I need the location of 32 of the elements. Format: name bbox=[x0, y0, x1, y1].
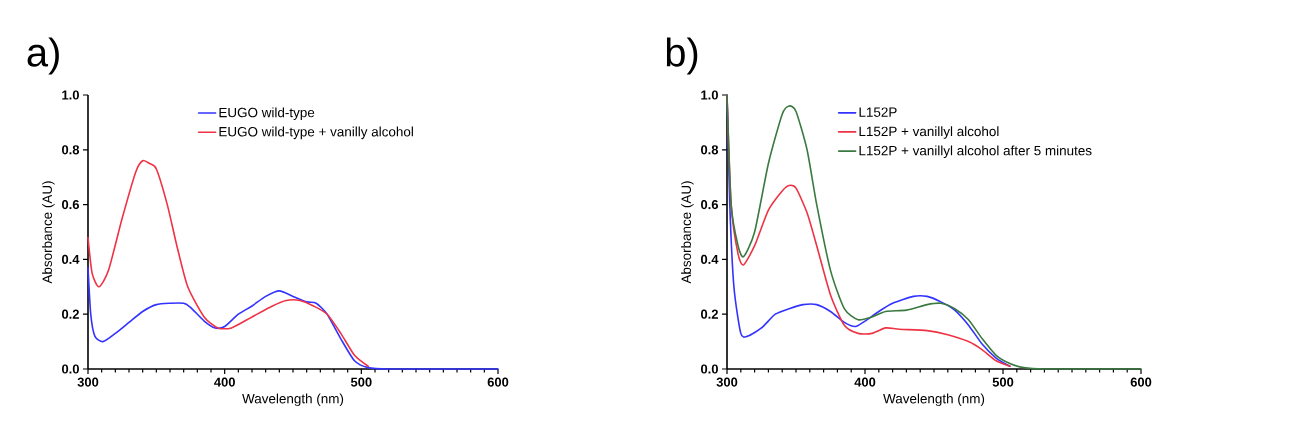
x-tick-label: 400 bbox=[214, 377, 235, 387]
line-series bbox=[87, 159, 369, 368]
y-tick-label: 1.0 bbox=[701, 90, 718, 100]
y-tick-label: 0.8 bbox=[701, 145, 719, 155]
legend-label: L152P bbox=[859, 107, 897, 117]
legend-label: L152P + vanillyl alcohol after 5 minutes bbox=[859, 145, 1092, 159]
x-axis-title: Wavelength (nm) bbox=[883, 393, 985, 407]
y-tick-label: 0.2 bbox=[701, 309, 718, 319]
x-tick-label: 300 bbox=[77, 377, 99, 387]
y-tick-label: 0.8 bbox=[61, 145, 80, 155]
y-axis-title: Absorbance (AU) bbox=[681, 181, 694, 284]
x-tick-label: 500 bbox=[350, 377, 372, 387]
x-tick-label: 400 bbox=[854, 377, 876, 387]
x-tick-label: 600 bbox=[1130, 377, 1152, 387]
chart-title: b) bbox=[666, 37, 698, 75]
legend-label: L152P + vanillyl alcohol bbox=[859, 126, 999, 139]
y-tick-label: 0.4 bbox=[61, 254, 80, 264]
y-tick-label: 0.6 bbox=[701, 200, 719, 210]
chart-title: a) bbox=[27, 37, 59, 75]
x-tick-label: 500 bbox=[992, 377, 1014, 387]
y-tick-label: 0.0 bbox=[701, 364, 718, 374]
y-tick-label: 1.0 bbox=[62, 90, 79, 100]
x-axis-title: Wavelength (nm) bbox=[242, 393, 344, 407]
y-tick-label: 0.4 bbox=[701, 254, 719, 264]
y-tick-label: 0.2 bbox=[61, 309, 79, 319]
x-tick-label: 600 bbox=[487, 377, 509, 387]
x-tick-label: 300 bbox=[716, 377, 738, 387]
legend-label: EUGO wild-type + vanilly alcohol bbox=[219, 126, 413, 140]
legend-label: EUGO wild-type bbox=[219, 107, 315, 120]
y-tick-label: 0.0 bbox=[61, 364, 79, 374]
y-axis-title: Absorbance (AU) bbox=[42, 181, 55, 284]
y-tick-label: 0.6 bbox=[61, 200, 80, 210]
